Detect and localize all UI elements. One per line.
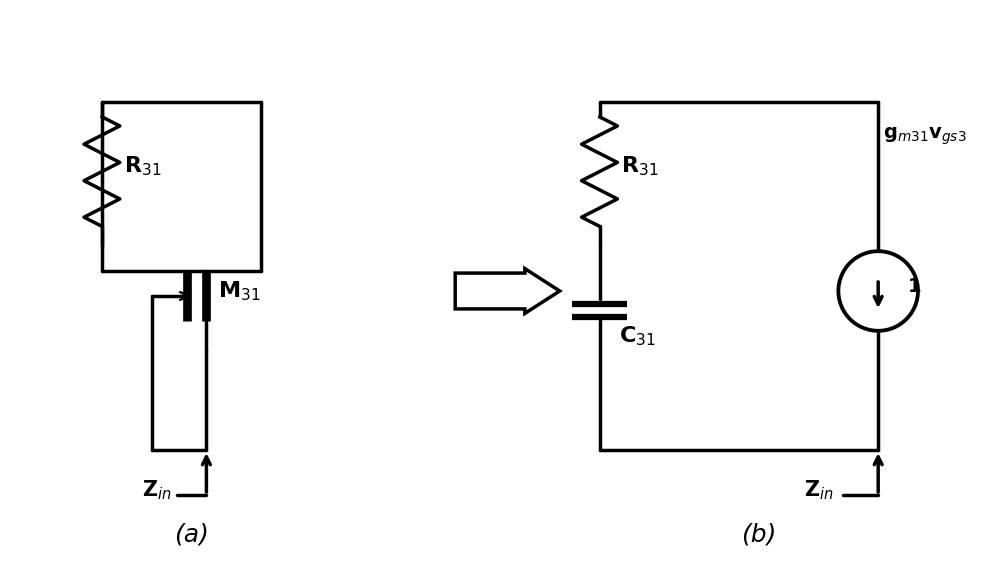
Text: M$_{31}$: M$_{31}$ <box>218 279 261 303</box>
Text: 1: 1 <box>908 277 922 296</box>
Text: C$_{31}$: C$_{31}$ <box>619 324 656 347</box>
Text: g$_{m31}$v$_{gs3}$: g$_{m31}$v$_{gs3}$ <box>883 126 967 148</box>
Text: (b): (b) <box>741 523 776 547</box>
Text: Z$_{in}$: Z$_{in}$ <box>804 478 833 502</box>
Polygon shape <box>455 268 560 313</box>
Text: R$_{31}$: R$_{31}$ <box>621 155 659 178</box>
Text: Z$_{in}$: Z$_{in}$ <box>142 478 171 502</box>
Text: R$_{31}$: R$_{31}$ <box>124 155 161 178</box>
Text: (a): (a) <box>174 523 209 547</box>
